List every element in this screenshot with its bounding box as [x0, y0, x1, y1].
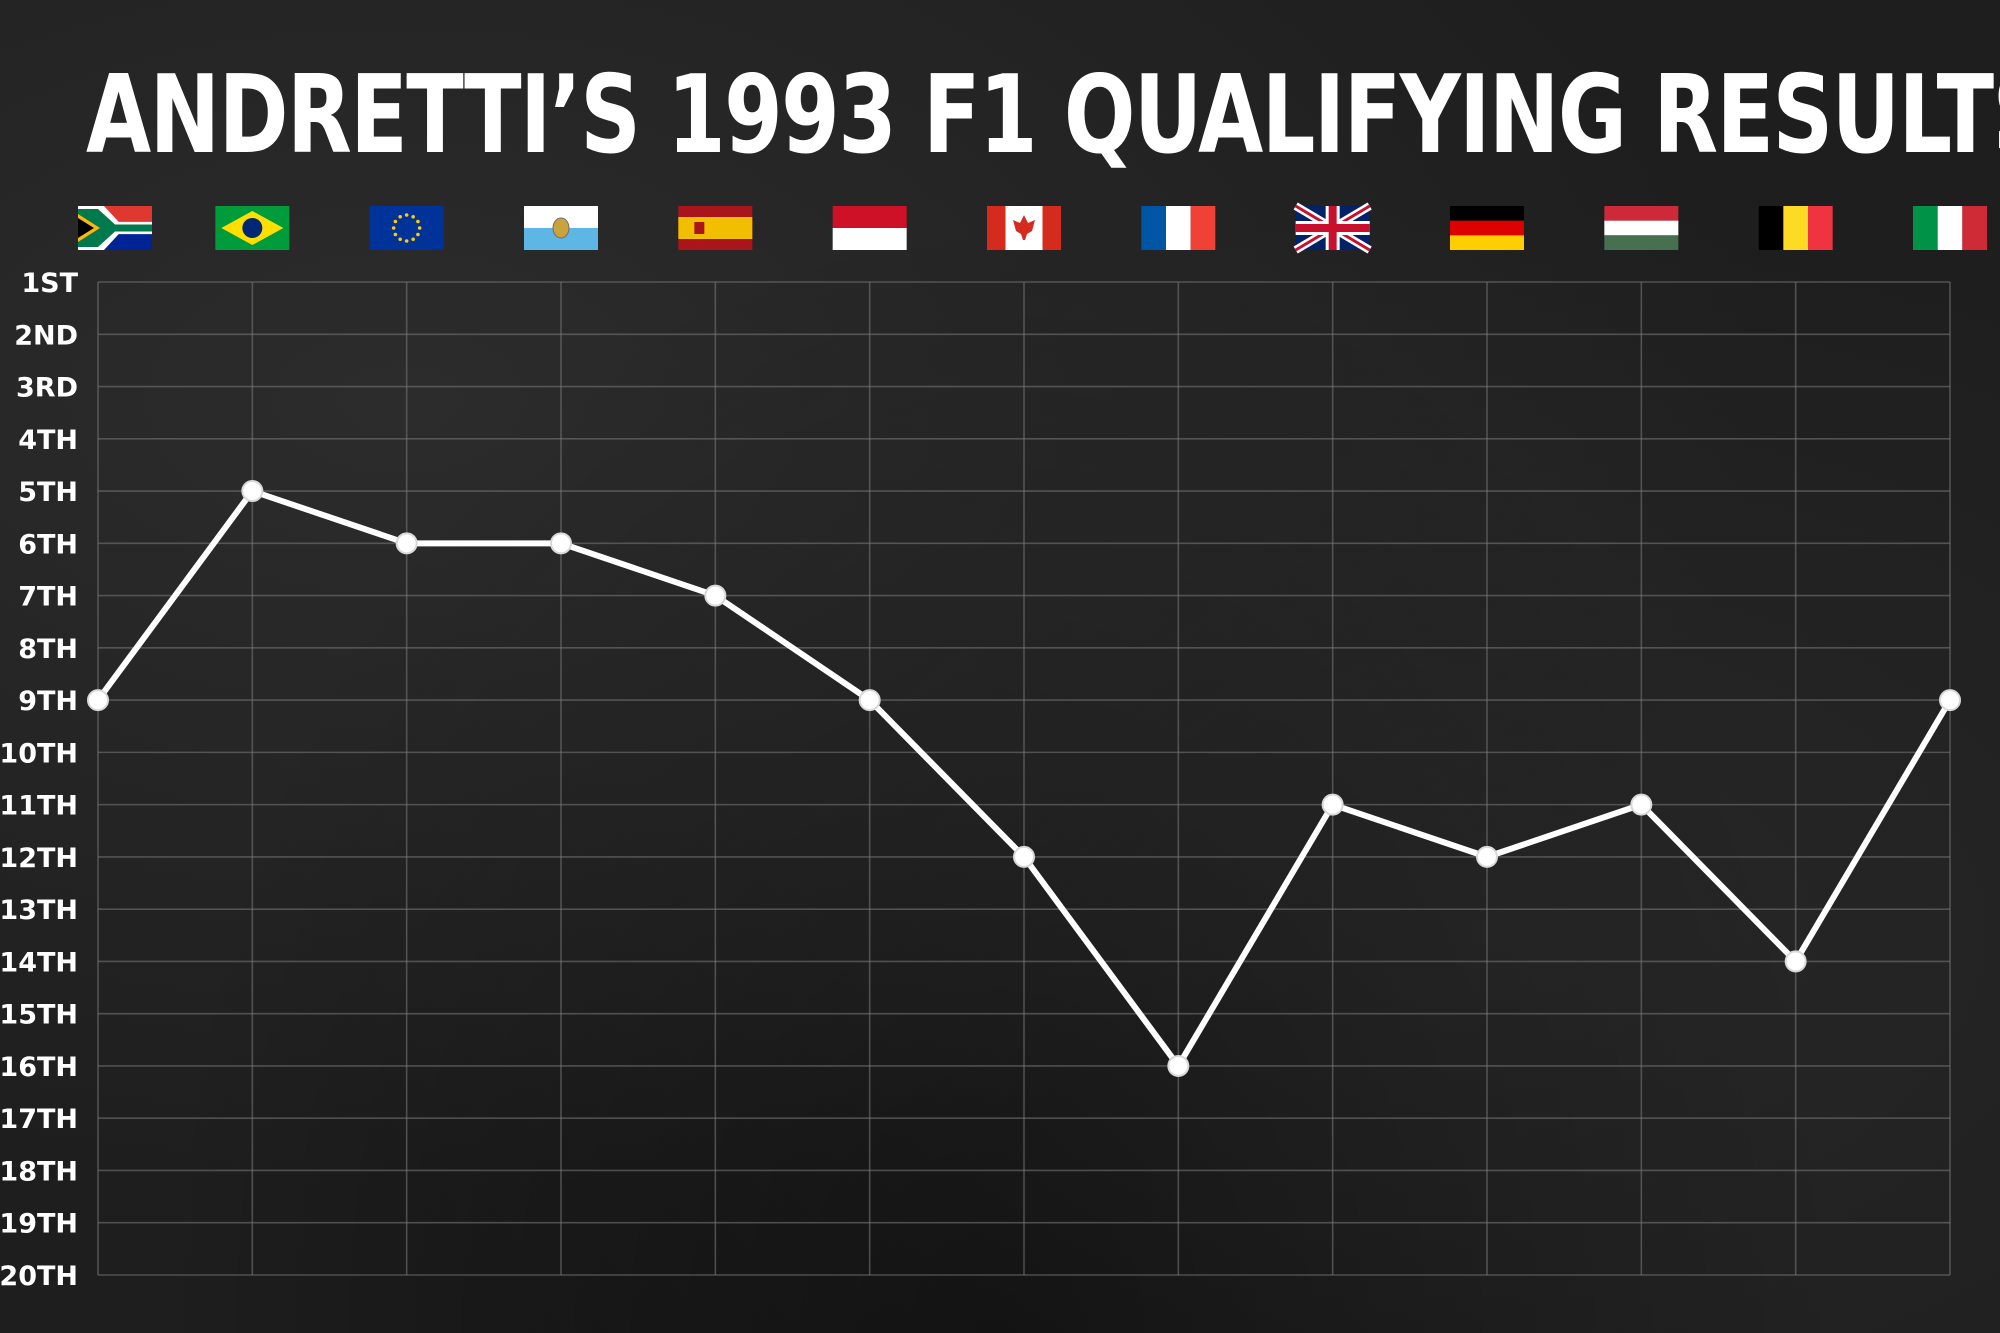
grid	[97, 281, 1951, 1276]
y-tick-label: 17TH	[0, 1104, 78, 1135]
y-tick-label: 1ST	[21, 268, 78, 299]
y-tick-label: 12TH	[0, 843, 78, 874]
y-tick-label: 4TH	[18, 425, 78, 456]
y-tick-label: 7TH	[18, 582, 78, 613]
y-tick-label: 6TH	[18, 529, 78, 560]
flag-monaco-icon	[832, 206, 907, 250]
chart-title: ANDRETTI’S 1993 F1 QUALIFYING RESULTS	[86, 53, 2000, 178]
y-tick-label: 5TH	[18, 477, 78, 508]
flag-europe-icon	[369, 206, 444, 250]
flag-south-africa-icon	[78, 206, 152, 250]
y-tick-label: 19TH	[0, 1209, 78, 1240]
y-tick-label: 13TH	[0, 895, 78, 926]
flag-hungary-icon	[1604, 206, 1679, 250]
series	[87, 480, 1961, 1077]
data-point	[704, 584, 727, 607]
y-tick-label: 10TH	[0, 738, 78, 769]
data-point	[1167, 1054, 1190, 1077]
y-tick-label: 14TH	[0, 947, 78, 978]
flag-belgium-icon	[1758, 206, 1833, 250]
flag-brazil-icon	[215, 206, 290, 250]
data-point	[858, 689, 881, 712]
y-tick-label: 18TH	[0, 1156, 78, 1187]
y-tick-label: 15TH	[0, 1000, 78, 1031]
data-point	[1321, 793, 1344, 816]
flag-germany-icon	[1450, 206, 1524, 250]
data-point	[1939, 689, 1961, 712]
flag-france-icon	[1141, 206, 1216, 250]
y-tick-label: 3RD	[16, 373, 78, 404]
y-tick-label: 8TH	[18, 634, 78, 665]
y-tick-label: 2ND	[14, 320, 78, 351]
data-point	[241, 480, 264, 503]
data-point	[87, 689, 109, 712]
y-tick-label: 9TH	[18, 686, 78, 717]
y-axis: 1ST 2ND 3RD 4TH 5TH 6TH 7TH 8TH 9TH 10TH 11TH 12TH 1…	[0, 268, 79, 1292]
y-tick-label: 11TH	[0, 791, 78, 822]
data-point	[1630, 793, 1653, 816]
data-point	[1476, 845, 1498, 868]
data-point	[550, 532, 572, 555]
flag-canada-icon	[987, 206, 1061, 250]
flag-san-marino-icon	[524, 206, 598, 250]
y-tick-label: 20TH	[0, 1261, 78, 1292]
data-point	[1784, 950, 1807, 973]
data-point	[395, 532, 418, 555]
flag-united-kingdom-icon	[1293, 202, 1372, 254]
data-point	[1013, 845, 1035, 868]
flag-italy-icon	[1913, 206, 1987, 250]
x-axis-flags	[78, 202, 1987, 254]
y-tick-label: 16TH	[0, 1052, 78, 1083]
flag-spain-icon	[678, 206, 753, 250]
